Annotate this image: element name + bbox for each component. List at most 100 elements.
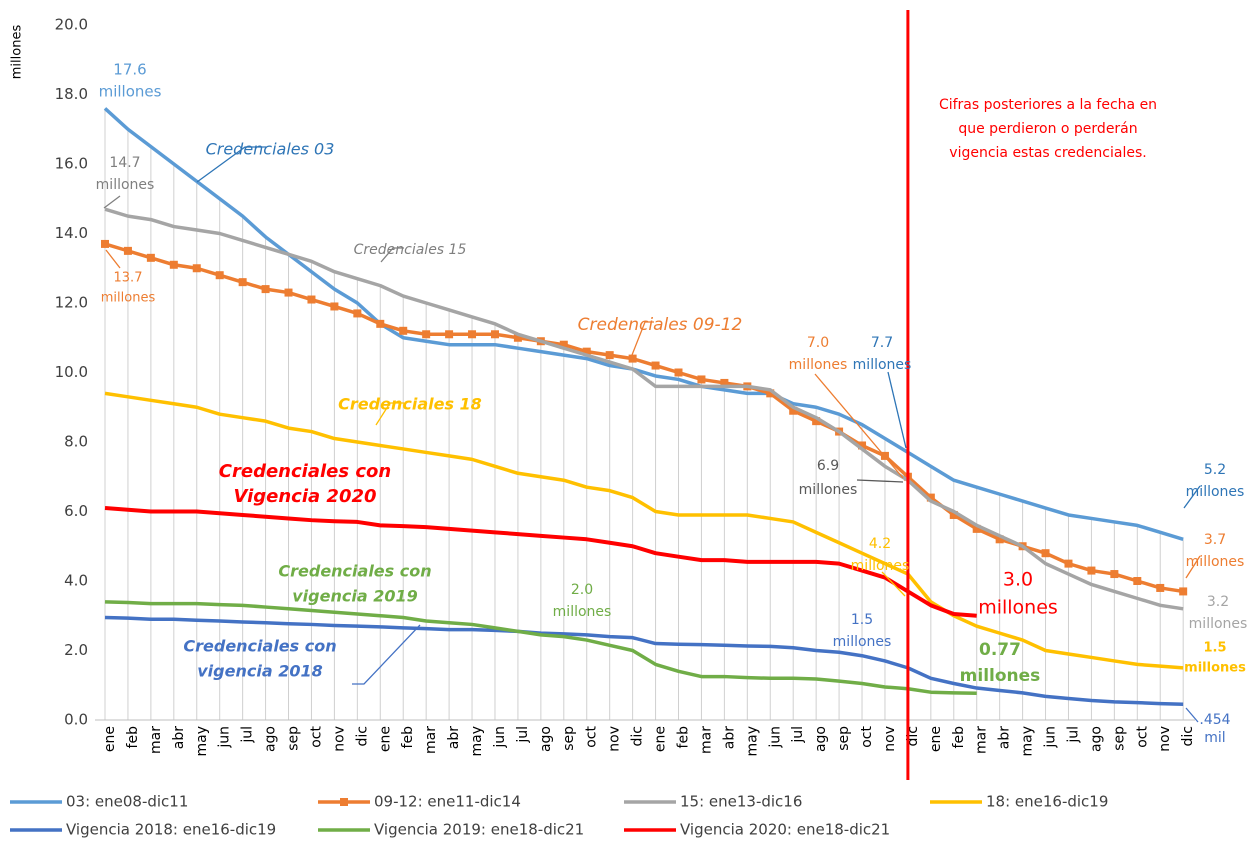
x-tick-label: ago (1088, 726, 1104, 752)
point-marker (789, 406, 798, 415)
annotation: 7.7 (871, 335, 893, 351)
series-line (104, 600, 977, 695)
annotation: 2.0 (571, 582, 593, 598)
x-tick-label: sep (836, 726, 852, 751)
point-marker (123, 246, 132, 255)
leader-line (887, 371, 907, 449)
annotation: 7.0 (807, 335, 829, 351)
leader-line (380, 247, 404, 263)
point-marker (101, 239, 109, 248)
x-tick-label: mar (698, 726, 714, 754)
x-tick-label: sep (1111, 726, 1127, 751)
annotation: millones (96, 177, 155, 193)
x-tick-label: ago (538, 726, 554, 752)
x-tick-label: jun (1043, 726, 1059, 749)
x-tick-label: ago (263, 726, 279, 752)
leader-line (881, 571, 906, 597)
y-tick-label: 10.0 (55, 363, 88, 381)
point-marker (1110, 570, 1119, 579)
x-tick-label: jul (790, 726, 806, 744)
x-tick-label: dic (354, 726, 370, 746)
annotation: Credenciales 18 (338, 395, 482, 414)
series-line (104, 615, 1184, 706)
x-tick-label: feb (676, 726, 692, 749)
annotation: millones (553, 604, 612, 620)
x-tick-label: jun (767, 726, 783, 749)
point-marker (146, 253, 155, 262)
x-tick-label: abr (171, 726, 187, 749)
x-tick-label: nov (607, 726, 623, 752)
legend-label: 15: ene13-dic16 (680, 793, 802, 811)
point-marker (651, 361, 660, 370)
x-tick-label: ago (813, 726, 829, 752)
annotation: millones (978, 597, 1058, 619)
point-marker (720, 378, 729, 387)
annotation: millones (1189, 616, 1247, 632)
annotation: Credenciales 03 (206, 140, 335, 159)
leader-line (196, 146, 266, 183)
x-tick-label: jul (1065, 726, 1081, 744)
point-marker (766, 389, 775, 398)
annotation: Credenciales con (278, 562, 431, 581)
point-marker (284, 288, 293, 297)
point-marker (238, 278, 247, 287)
annotation: .454 (1199, 712, 1230, 728)
x-tick-label: mar (974, 726, 990, 754)
leader-line (814, 373, 904, 479)
x-tick-label: jul (515, 726, 531, 744)
point-marker (926, 493, 935, 502)
annotation: millones (1186, 554, 1245, 570)
annotation: 1.5 (1203, 641, 1226, 656)
y-tick-label: 2.0 (64, 641, 88, 659)
point-marker (330, 302, 339, 311)
x-tick-label: oct (1134, 726, 1150, 748)
x-tick-label: nov (331, 726, 347, 752)
annotation: 14.7 (109, 155, 140, 171)
x-tick-label: sep (561, 726, 577, 751)
point-marker (582, 347, 591, 356)
annotation: Vigencia 2020 (233, 486, 376, 507)
annotation: millones (833, 634, 892, 650)
annotation: Credenciales 15 (354, 242, 467, 258)
annotation: 17.6 (113, 61, 146, 79)
annotation: Credenciales 09-12 (578, 315, 743, 335)
series-line (104, 391, 1184, 670)
point-marker (1087, 566, 1096, 575)
point-marker (674, 368, 683, 377)
annotation: millones (1186, 484, 1245, 500)
x-tick-label: ene (928, 726, 944, 752)
leader-line (856, 479, 904, 483)
y-tick-label: 6.0 (64, 502, 88, 520)
annotation: Credenciales con (183, 637, 336, 656)
x-tick-label: nov (1157, 726, 1173, 752)
annotation: millones (99, 83, 162, 101)
series-line (104, 242, 1184, 594)
x-tick-label: nov (882, 726, 898, 752)
point-marker (812, 417, 821, 426)
annotation: Credenciales con (219, 461, 391, 482)
point-marker (1156, 583, 1165, 592)
x-tick-label: sep (286, 726, 302, 751)
point-marker (1133, 577, 1142, 585)
point-marker (490, 330, 499, 339)
point-marker (995, 535, 1004, 544)
x-tick-label: may (469, 726, 485, 757)
annotation: 0.77 (979, 640, 1021, 660)
point-marker (949, 510, 958, 519)
x-tick-label: feb (951, 726, 967, 749)
point-marker (399, 326, 408, 335)
x-tick-label: may (1020, 726, 1036, 757)
annotation: millones (853, 357, 912, 373)
x-tick-label: ene (102, 726, 118, 752)
x-tick-label: may (194, 726, 210, 757)
annotation: vigencia estas credenciales. (949, 145, 1146, 161)
x-tick-label: abr (997, 726, 1013, 749)
point-marker (215, 271, 224, 280)
annotation: Cifras posteriores a la fecha en (939, 97, 1157, 113)
point-marker (1041, 549, 1050, 558)
annotation: millones (799, 482, 858, 498)
x-tick-label: oct (584, 726, 600, 748)
annotation: 3.0 (1003, 569, 1033, 591)
annotation: millones (101, 291, 156, 306)
